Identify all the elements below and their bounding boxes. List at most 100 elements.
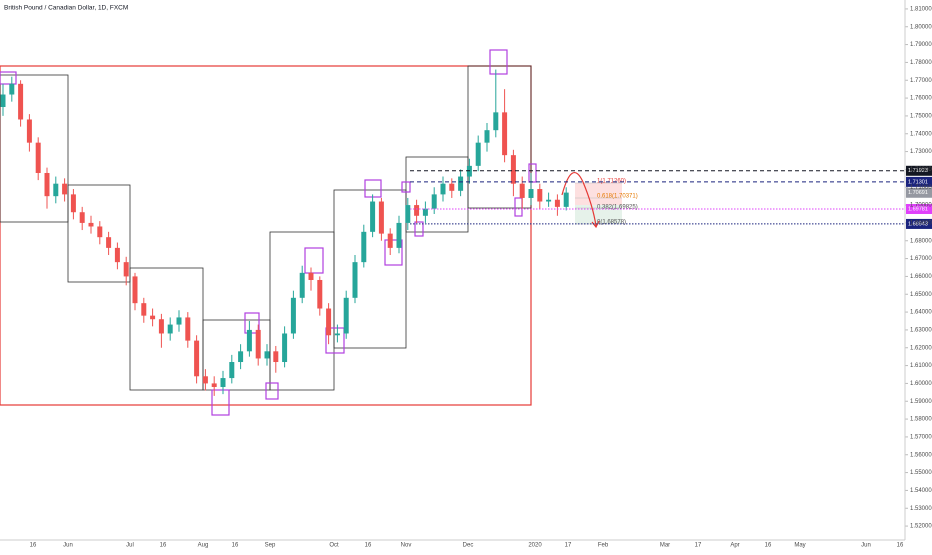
candle-body bbox=[290, 297, 296, 334]
candle-body bbox=[53, 183, 59, 197]
y-tick-label: 1.59000 bbox=[910, 399, 932, 405]
marker bbox=[414, 221, 424, 237]
candle-body bbox=[361, 231, 367, 263]
x-tick-label: 16 bbox=[365, 543, 372, 549]
candle-body bbox=[141, 303, 147, 316]
box bbox=[0, 74, 69, 223]
candle-body bbox=[563, 192, 569, 207]
candle-body bbox=[334, 333, 340, 336]
box bbox=[333, 189, 407, 349]
price-tag bbox=[906, 165, 932, 176]
y-tick-label: 1.72000 bbox=[910, 167, 932, 173]
candle-body bbox=[475, 142, 481, 166]
candle-body bbox=[484, 130, 490, 143]
x-tick-label: Dec bbox=[463, 543, 474, 549]
y-tick-label: 1.64000 bbox=[910, 310, 932, 316]
candle-body bbox=[123, 262, 129, 277]
candle-body bbox=[211, 383, 217, 387]
candle-body bbox=[106, 237, 112, 248]
candle-body bbox=[528, 189, 534, 198]
y-tick-label: 1.52000 bbox=[910, 524, 932, 530]
y-tick-label: 1.80000 bbox=[910, 24, 932, 30]
y-tick-label: 1.56000 bbox=[910, 452, 932, 458]
y-tick-label: 1.55000 bbox=[910, 470, 932, 476]
y-tick-label: 1.78000 bbox=[910, 60, 932, 66]
fib-label: 0.618(1.70371) bbox=[597, 194, 638, 200]
y-tick-label: 1.77000 bbox=[910, 78, 932, 84]
marker bbox=[244, 312, 260, 334]
fib-zone-green bbox=[575, 205, 622, 224]
y-tick-label: 1.81000 bbox=[910, 6, 932, 12]
candle-body bbox=[282, 333, 288, 363]
x-tick-label: 17 bbox=[565, 543, 572, 549]
candle-body bbox=[554, 199, 560, 207]
x-tick-label: 16 bbox=[897, 543, 904, 549]
x-tick-label: 16 bbox=[765, 543, 772, 549]
y-tick-label: 1.76000 bbox=[910, 96, 932, 102]
y-tick-label: 1.60000 bbox=[910, 381, 932, 387]
candle-body bbox=[88, 222, 94, 227]
price-tag bbox=[906, 187, 932, 198]
marker bbox=[325, 327, 345, 354]
price-tag bbox=[906, 218, 932, 229]
candle-body bbox=[150, 315, 156, 320]
x-tick-label: 17 bbox=[695, 543, 702, 549]
candle-body bbox=[79, 212, 85, 223]
y-tick-label: 1.54000 bbox=[910, 488, 932, 494]
y-tick-label: 1.65000 bbox=[910, 292, 932, 298]
y-tick-label: 1.71000 bbox=[910, 185, 932, 191]
candle-body bbox=[255, 329, 261, 359]
candle-body bbox=[97, 226, 103, 238]
chart-title: British Pound / Canadian Dollar, 1D, FXC… bbox=[4, 5, 128, 12]
y-tick-label: 1.62000 bbox=[910, 345, 932, 351]
candle-body bbox=[35, 142, 41, 173]
price-tag-label: 1.68943 bbox=[908, 221, 928, 227]
candle-body bbox=[546, 199, 552, 202]
candle-body bbox=[229, 362, 235, 379]
x-tick-label: Sep bbox=[265, 543, 276, 549]
fib-label: 0.382(1.69825) bbox=[597, 205, 638, 211]
marker bbox=[384, 239, 403, 266]
y-tick-label: 1.69000 bbox=[910, 220, 932, 226]
candle-body bbox=[0, 94, 6, 107]
y-tick-label: 1.75000 bbox=[910, 113, 932, 119]
y-tick-label: 1.58000 bbox=[910, 417, 932, 423]
y-tick-label: 1.74000 bbox=[910, 131, 932, 137]
candle-body bbox=[194, 340, 200, 377]
price-tag-label: 1.70691 bbox=[908, 190, 928, 196]
x-tick-label: Feb bbox=[598, 543, 609, 549]
candle-body bbox=[44, 172, 50, 197]
y-tick-label: 1.53000 bbox=[910, 506, 932, 512]
x-tick-label: Nov bbox=[401, 543, 412, 549]
candle-body bbox=[176, 317, 182, 325]
candle-body bbox=[132, 276, 138, 304]
candle-body bbox=[70, 194, 76, 213]
candle-body bbox=[493, 112, 499, 131]
price-tag-label: 1.69781 bbox=[908, 206, 928, 212]
price-tag-label: 1.71301 bbox=[908, 179, 928, 185]
price-tag-label: 1.71923 bbox=[908, 168, 928, 174]
axes: 1.52000 1.53000 1.54000 1.55000 1.56000 1.570… bbox=[30, 6, 932, 548]
candle-body bbox=[326, 308, 332, 336]
x-tick-label: Oct bbox=[329, 543, 339, 549]
candle-body bbox=[414, 205, 420, 216]
candle-body bbox=[458, 176, 464, 191]
marker bbox=[265, 382, 279, 400]
candle-body bbox=[264, 351, 270, 359]
x-tick-label: 16 bbox=[30, 543, 37, 549]
candle-body bbox=[299, 272, 305, 298]
candle-body bbox=[18, 83, 24, 120]
y-tick-label: 1.70000 bbox=[910, 203, 932, 209]
candle-body bbox=[387, 233, 393, 248]
marker bbox=[304, 247, 324, 274]
y-tick-label: 1.79000 bbox=[910, 42, 932, 48]
y-tick-label: 1.66000 bbox=[910, 274, 932, 280]
price-tag bbox=[906, 176, 932, 187]
fib-label: 0(1.68578) bbox=[597, 220, 626, 226]
marker bbox=[401, 181, 411, 193]
candle-body bbox=[202, 376, 208, 384]
x-tick-label: Mar bbox=[660, 543, 670, 549]
candle-body bbox=[9, 83, 15, 95]
